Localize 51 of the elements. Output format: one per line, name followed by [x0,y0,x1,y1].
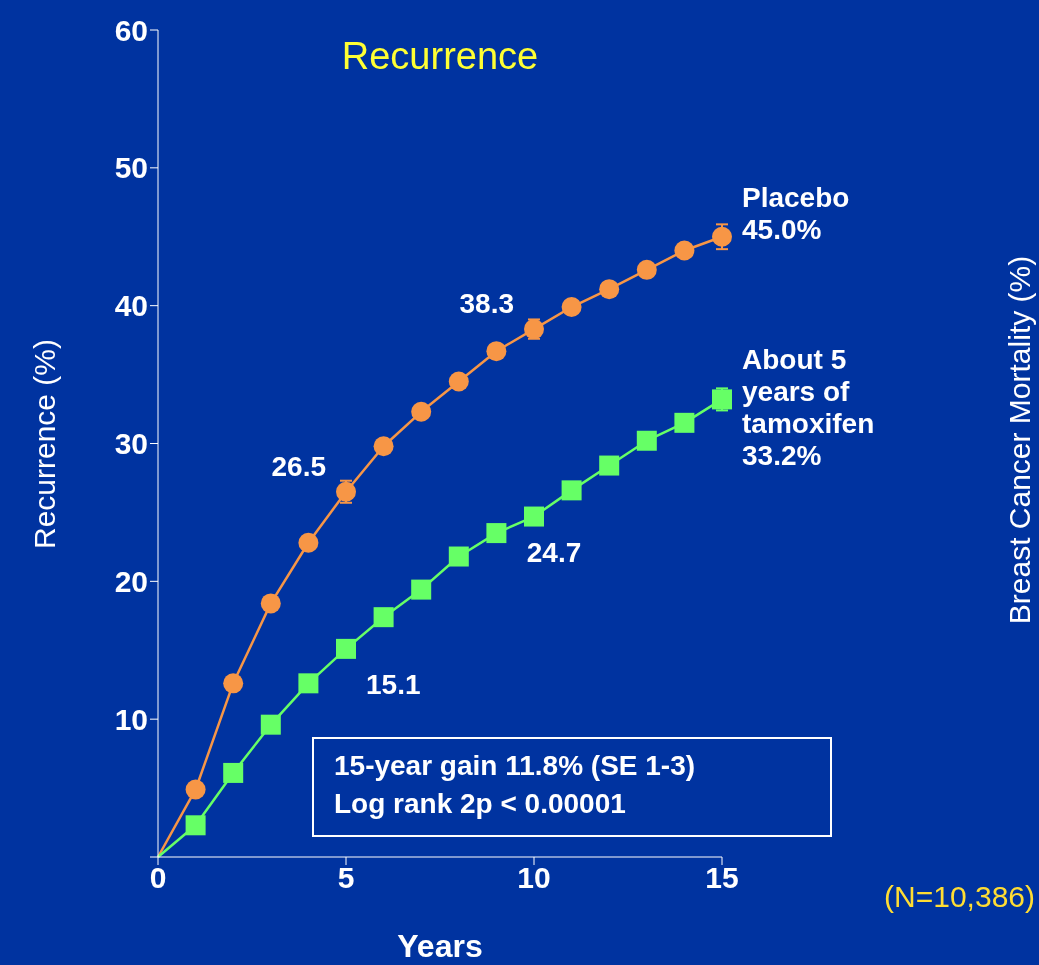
annotation: 15-year gain 11.8% (SE 1-3) [334,749,697,783]
point [373,607,394,628]
point [486,523,507,544]
text: Breast Cancer Mortality (%) [1003,255,1037,625]
y-tick-label: 40 [114,289,148,323]
data-label: 33.2% [742,440,822,472]
y-tick-label: 10 [114,702,148,736]
point [298,532,319,553]
y-tick-label: 60 [114,13,148,47]
point [674,412,695,433]
data-label: 26.5 [271,450,326,482]
point [599,455,620,476]
point [561,297,582,318]
point [260,714,281,735]
point [599,279,620,300]
point [185,779,206,800]
point [260,593,281,614]
series-label: Placebo [742,181,850,213]
y-tick-label: 20 [114,564,148,598]
y-tick-label: 30 [114,427,148,461]
y-axis-title: Recurrence (%) [28,338,62,549]
point [674,240,695,261]
point [411,579,432,600]
x-tick-label: 0 [149,861,167,895]
point [336,638,356,659]
point [448,371,469,392]
x-tick-label: 5 [337,861,355,895]
series-label: About 5 years of tamoxifen [742,344,875,440]
data-label: 38.3 [459,288,514,320]
data-label: 24.7 [526,536,582,568]
data-label: 15.1 [366,668,421,700]
x-tick-label: 10 [517,861,551,895]
point [636,259,657,280]
point [223,673,244,694]
chart-title: Recurrence [340,35,540,78]
data-label: 45.0% [742,213,822,245]
text: (N=10,386) [884,880,1035,914]
point [298,673,319,694]
x-axis-title: Years [397,928,483,964]
point [486,341,507,362]
point [636,430,657,451]
point [223,762,244,783]
point [524,506,544,527]
point [561,480,582,501]
y-tick-label: 50 [114,151,148,185]
point [411,401,432,422]
annotation: Log rank 2p < 0.00001 [334,787,627,821]
point [373,436,394,457]
x-tick-label: 15 [705,861,739,895]
point [185,815,206,836]
point [448,546,469,567]
